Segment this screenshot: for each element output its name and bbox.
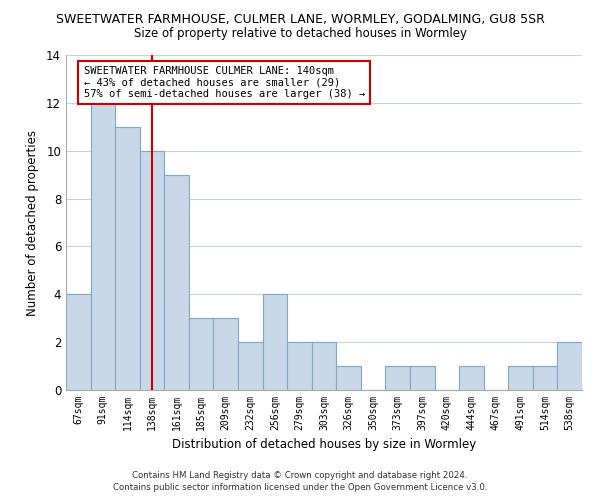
X-axis label: Distribution of detached houses by size in Wormley: Distribution of detached houses by size … bbox=[172, 438, 476, 452]
Bar bbox=[336, 366, 361, 390]
Bar bbox=[91, 103, 115, 390]
Bar bbox=[115, 127, 140, 390]
Bar bbox=[140, 150, 164, 390]
Bar bbox=[410, 366, 434, 390]
Bar bbox=[312, 342, 336, 390]
Bar bbox=[385, 366, 410, 390]
Bar bbox=[66, 294, 91, 390]
Bar bbox=[287, 342, 312, 390]
Text: SWEETWATER FARMHOUSE CULMER LANE: 140sqm
← 43% of detached houses are smaller (2: SWEETWATER FARMHOUSE CULMER LANE: 140sqm… bbox=[83, 66, 365, 99]
Bar bbox=[189, 318, 214, 390]
Bar bbox=[263, 294, 287, 390]
Bar bbox=[164, 174, 189, 390]
Bar bbox=[508, 366, 533, 390]
Bar bbox=[238, 342, 263, 390]
Text: SWEETWATER FARMHOUSE, CULMER LANE, WORMLEY, GODALMING, GU8 5SR: SWEETWATER FARMHOUSE, CULMER LANE, WORML… bbox=[56, 12, 544, 26]
Y-axis label: Number of detached properties: Number of detached properties bbox=[26, 130, 39, 316]
Bar bbox=[557, 342, 582, 390]
Bar bbox=[533, 366, 557, 390]
Bar bbox=[214, 318, 238, 390]
Bar bbox=[459, 366, 484, 390]
Text: Size of property relative to detached houses in Wormley: Size of property relative to detached ho… bbox=[133, 28, 467, 40]
Text: Contains HM Land Registry data © Crown copyright and database right 2024.
Contai: Contains HM Land Registry data © Crown c… bbox=[113, 471, 487, 492]
